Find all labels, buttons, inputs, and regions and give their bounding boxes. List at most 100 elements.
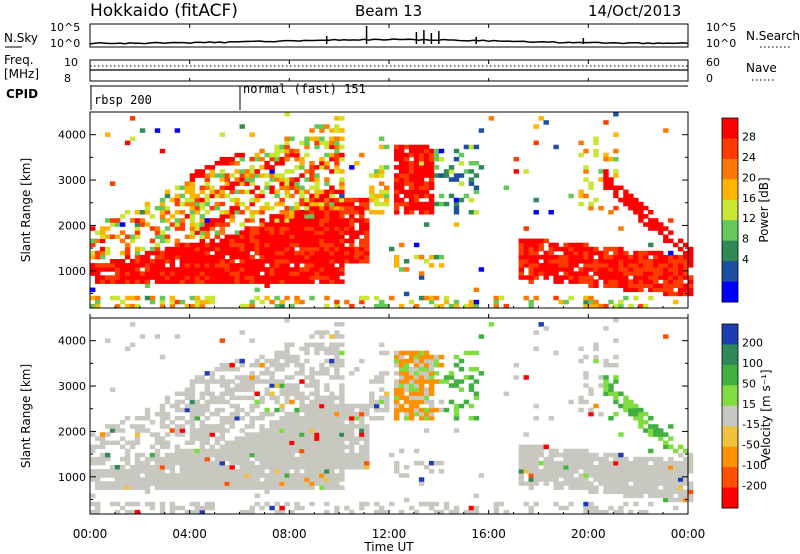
power-cell <box>364 201 370 207</box>
power-cell <box>169 197 176 203</box>
power-cell <box>578 246 584 252</box>
power-cell <box>633 275 639 280</box>
power-cell <box>339 116 345 121</box>
velocity-cell <box>528 473 534 478</box>
velocity-cell <box>304 358 310 364</box>
velocity-cell <box>613 477 619 482</box>
velocity-cell <box>299 420 305 425</box>
velocity-cell <box>653 477 659 482</box>
velocity-cell <box>329 399 335 405</box>
power-cell <box>274 144 280 150</box>
velocity-cell <box>613 456 619 462</box>
power-cell <box>114 267 121 272</box>
velocity-cell <box>319 436 325 441</box>
velocity-cell <box>613 452 619 458</box>
power-cell <box>573 250 579 256</box>
power-cell <box>284 222 290 227</box>
power-cell <box>324 218 330 223</box>
power-cell <box>249 275 255 280</box>
velocity-cell <box>184 456 191 462</box>
velocity-cell <box>314 448 320 454</box>
velocity-cell <box>105 424 111 429</box>
velocity-cell <box>314 428 320 433</box>
power-cell <box>179 193 186 199</box>
power-cell <box>299 267 305 272</box>
power-cell <box>399 156 405 162</box>
velocity-cell <box>149 481 156 486</box>
velocity-cell <box>159 477 166 482</box>
power-cell <box>543 120 549 125</box>
power-cell <box>219 210 225 215</box>
velocity-cell <box>284 342 290 347</box>
power-cell <box>169 263 176 268</box>
velocity-cell <box>284 452 290 458</box>
power-cell <box>279 214 285 219</box>
velocity-cell <box>528 460 534 466</box>
power-cell <box>354 210 360 215</box>
velocity-cell <box>184 391 191 396</box>
power-cell <box>503 185 509 190</box>
velocity-cell <box>269 485 275 490</box>
velocity-cell <box>134 509 141 515</box>
power-cell <box>209 279 215 284</box>
power-cell <box>314 205 320 211</box>
velocity-cell <box>598 481 604 486</box>
velocity-cell <box>384 350 390 356</box>
y-tick-label: 4000 <box>58 335 86 348</box>
velocity-cell <box>339 469 345 474</box>
velocity-cell <box>159 411 166 417</box>
velocity-cell <box>179 416 186 421</box>
power-cell <box>618 246 624 252</box>
power-cell <box>329 189 335 195</box>
velocity-cell <box>528 448 534 454</box>
power-cell <box>578 254 584 260</box>
power-cell <box>109 181 116 186</box>
power-cell <box>189 271 196 276</box>
velocity-cell <box>603 456 609 462</box>
power-cell <box>663 287 669 293</box>
power-cell <box>199 226 205 231</box>
velocity-cell <box>224 452 230 458</box>
velocity-cell <box>199 448 205 454</box>
velocity-cell <box>95 436 101 441</box>
power-cell <box>194 279 201 284</box>
velocity-cell <box>334 452 340 458</box>
power-cell <box>129 275 136 280</box>
power-cell <box>219 193 225 199</box>
power-cell <box>603 156 609 162</box>
power-cell <box>274 303 280 309</box>
power-cell <box>613 246 619 252</box>
power-cell <box>543 259 549 264</box>
velocity-cell <box>299 395 305 401</box>
velocity-cell <box>314 460 320 466</box>
velocity-cell <box>468 383 475 388</box>
power-cell <box>194 263 201 268</box>
power-cell <box>249 197 255 203</box>
power-cell <box>119 275 126 280</box>
power-cell <box>239 124 245 129</box>
power-cell <box>653 259 659 264</box>
power-cell <box>95 275 101 280</box>
velocity-cell <box>174 505 181 511</box>
velocity-cell <box>309 432 315 437</box>
power-cell <box>234 205 240 211</box>
power-cell <box>279 275 285 280</box>
power-cell <box>264 185 270 190</box>
power-cell <box>678 287 684 293</box>
power-cell <box>359 250 365 256</box>
velocity-cell <box>129 477 136 482</box>
velocity-cell <box>558 485 564 490</box>
power-cell <box>219 267 225 272</box>
velocity-cell <box>458 387 465 392</box>
velocity-cell <box>189 428 196 433</box>
power-cell <box>349 222 355 227</box>
velocity-cell <box>473 416 480 421</box>
velocity-cell <box>428 383 435 388</box>
velocity-cell <box>114 428 121 433</box>
power-cell <box>224 242 230 248</box>
velocity-cell <box>648 493 654 499</box>
power-cell <box>269 267 275 272</box>
velocity-cell <box>668 460 674 466</box>
velocity-cell <box>324 460 330 466</box>
power-cell <box>408 148 415 154</box>
